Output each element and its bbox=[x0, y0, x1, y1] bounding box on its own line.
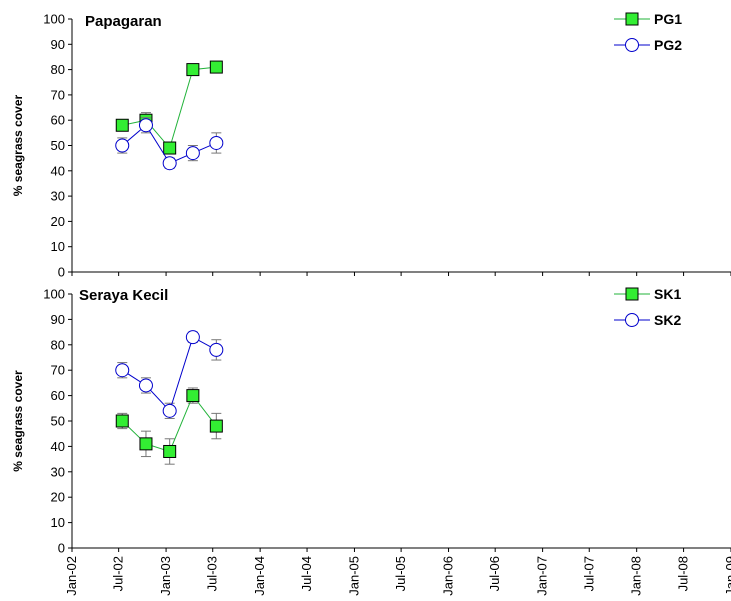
panel-title: Papagaran bbox=[85, 13, 162, 30]
data-point bbox=[186, 389, 200, 403]
y-axis-label: % seagrass cover bbox=[11, 94, 25, 196]
legend-label: PG2 bbox=[654, 37, 682, 53]
y-tick-label: 30 bbox=[51, 464, 65, 479]
y-tick-label: 80 bbox=[51, 62, 65, 77]
data-point bbox=[115, 363, 130, 378]
x-tick-label: Jan-04 bbox=[252, 556, 267, 596]
legend-label: SK2 bbox=[654, 312, 681, 328]
x-tick-label: Jul-02 bbox=[111, 556, 126, 591]
data-point bbox=[163, 444, 177, 458]
x-tick-label: Jan-06 bbox=[441, 556, 456, 596]
data-point bbox=[185, 330, 200, 345]
series-pg1 bbox=[115, 60, 223, 155]
data-point bbox=[139, 437, 153, 451]
data-point bbox=[115, 118, 129, 132]
legend-marker bbox=[625, 313, 639, 327]
y-tick-label: 80 bbox=[51, 337, 65, 352]
x-tick-label: Jul-03 bbox=[205, 556, 220, 591]
y-tick-label: 0 bbox=[58, 265, 65, 280]
x-tick-label: Jan-07 bbox=[535, 556, 550, 596]
y-tick-label: 50 bbox=[51, 414, 65, 429]
y-tick-label: 30 bbox=[51, 189, 65, 204]
x-tick-label: Jan-03 bbox=[158, 556, 173, 596]
x-tick-label: Jul-08 bbox=[676, 556, 691, 591]
legend-marker bbox=[625, 287, 639, 301]
legend-entry-sk1: SK1 bbox=[614, 286, 681, 302]
legend-entry-pg1: PG1 bbox=[614, 11, 682, 27]
data-point bbox=[209, 135, 224, 150]
data-point bbox=[138, 118, 153, 133]
legend-label: PG1 bbox=[654, 11, 682, 27]
y-tick-label: 20 bbox=[51, 490, 65, 505]
y-tick-label: 100 bbox=[43, 12, 65, 27]
x-tick-label: Jul-06 bbox=[487, 556, 502, 591]
data-point bbox=[209, 60, 223, 74]
y-tick-label: 50 bbox=[51, 138, 65, 153]
y-tick-label: 70 bbox=[51, 87, 65, 102]
panel-title: Seraya Kecil bbox=[79, 287, 168, 304]
series-pg2 bbox=[115, 117, 224, 171]
y-tick-label: 90 bbox=[51, 37, 65, 52]
data-point bbox=[209, 342, 224, 357]
y-tick-label: 60 bbox=[51, 388, 65, 403]
data-point bbox=[162, 403, 177, 418]
legend-entry-pg2: PG2 bbox=[614, 37, 682, 53]
x-tick-label: Jan-09 bbox=[723, 556, 731, 596]
y-tick-label: 10 bbox=[51, 239, 65, 254]
chart-panel-1: 0 10 20 30 40 50 60 70 80 90 100 % seagrass cover Pa… bbox=[11, 11, 731, 280]
y-tick-label: 60 bbox=[51, 113, 65, 128]
y-tick-label: 40 bbox=[51, 163, 65, 178]
x-tick-label: Jan-08 bbox=[629, 556, 644, 596]
y-tick-label: 10 bbox=[51, 515, 65, 530]
y-tick-label: 100 bbox=[43, 287, 65, 302]
data-point bbox=[185, 146, 200, 161]
x-tick-label: Jan-02 bbox=[64, 556, 79, 596]
x-tick-label: Jul-05 bbox=[393, 556, 408, 591]
data-point bbox=[162, 156, 177, 171]
legend-entry-sk2: SK2 bbox=[614, 312, 681, 328]
data-point bbox=[138, 378, 153, 393]
series-sk2 bbox=[115, 330, 224, 419]
y-tick-label: 70 bbox=[51, 363, 65, 378]
legend-marker bbox=[625, 38, 639, 52]
series-sk1 bbox=[115, 387, 223, 465]
x-tick-label: Jul-07 bbox=[581, 556, 596, 591]
data-point bbox=[115, 138, 130, 153]
y-tick-label: 90 bbox=[51, 312, 65, 327]
y-tick-label: 0 bbox=[58, 541, 65, 556]
data-point bbox=[209, 419, 223, 433]
y-tick-label: 20 bbox=[51, 214, 65, 229]
y-tick-label: 40 bbox=[51, 439, 65, 454]
x-tick-label: Jul-04 bbox=[299, 556, 314, 591]
chart-panel-2: 0 10 20 30 40 50 60 70 80 90 100 % seagrass cover Se… bbox=[11, 286, 731, 596]
series-line bbox=[121, 336, 217, 412]
y-axis-label: % seagrass cover bbox=[11, 370, 25, 472]
data-point bbox=[163, 141, 177, 155]
data-point bbox=[186, 63, 200, 77]
legend-marker bbox=[625, 12, 639, 26]
series-line bbox=[122, 66, 217, 150]
data-point bbox=[115, 414, 129, 428]
legend-label: SK1 bbox=[654, 286, 681, 302]
x-tick-label: Jan-05 bbox=[346, 556, 361, 596]
